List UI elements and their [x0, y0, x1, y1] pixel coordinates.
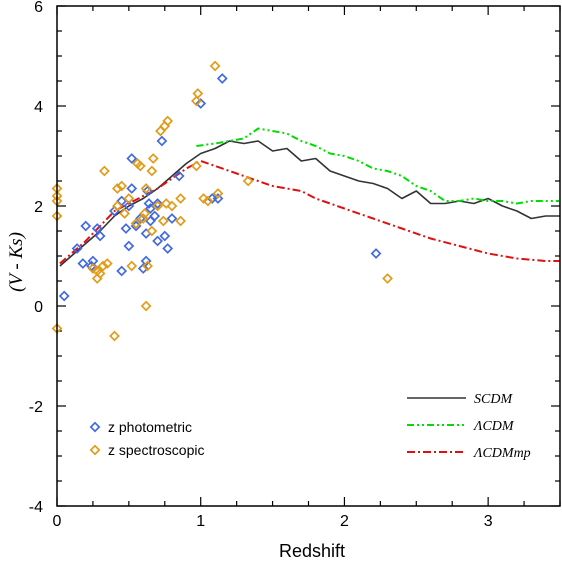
data-point — [198, 193, 209, 204]
legend-label: SCDM — [474, 392, 513, 407]
data-point — [140, 255, 152, 267]
y-axis-label: (V - Ks) — [6, 232, 27, 292]
y-tick-label: 4 — [34, 99, 43, 116]
data-point — [149, 210, 161, 222]
data-point — [123, 193, 135, 204]
data-point — [146, 225, 158, 237]
x-axis-label: Redshift — [279, 541, 345, 561]
data-point — [242, 175, 254, 187]
data-point — [58, 290, 70, 302]
data-point — [101, 258, 113, 269]
data-point — [119, 208, 130, 219]
data-point — [216, 73, 228, 84]
data-point — [382, 273, 393, 284]
data-point — [145, 203, 156, 214]
data-point — [191, 160, 202, 172]
y-tick-label: -2 — [29, 399, 43, 416]
x-tick-label: 1 — [196, 513, 205, 530]
data-point — [156, 135, 168, 147]
data-point — [91, 223, 103, 234]
data-point — [97, 260, 109, 272]
legend-label: z photometric — [108, 419, 192, 435]
legend-lines: SCDM ΛCDM ΛCDMmp — [407, 392, 531, 461]
data-point — [209, 60, 221, 72]
data-point — [94, 268, 106, 279]
axis-ticks — [56, 5, 561, 507]
data-point — [175, 193, 186, 204]
y-tick-label: 2 — [34, 199, 43, 216]
series-points — [51, 60, 393, 342]
data-point — [99, 165, 110, 177]
x-tick-label: 3 — [484, 513, 493, 530]
data-point — [87, 263, 99, 274]
data-point — [116, 180, 128, 192]
data-point — [71, 243, 83, 254]
data-point — [191, 95, 202, 107]
data-point — [162, 115, 174, 127]
data-point — [202, 195, 214, 207]
data-point — [134, 160, 146, 172]
data-point — [142, 260, 153, 272]
legend-label: z spectroscopic — [108, 442, 204, 458]
legend-marker — [89, 444, 101, 456]
data-point — [146, 165, 158, 177]
data-point — [126, 153, 138, 164]
data-point — [166, 200, 178, 212]
data-point — [77, 258, 89, 269]
data-point — [166, 213, 178, 224]
legend-label: ΛCDM — [472, 419, 515, 434]
plot-frame — [56, 5, 561, 507]
data-point — [370, 248, 382, 259]
x-tick-label: 0 — [53, 513, 62, 530]
data-point — [195, 98, 207, 109]
data-point — [126, 260, 138, 272]
data-point — [116, 265, 128, 277]
data-point — [162, 243, 174, 254]
data-point — [175, 215, 186, 227]
legend-marker — [89, 421, 101, 433]
series-line — [196, 127, 560, 205]
data-point — [143, 198, 155, 209]
x-tick-label: 2 — [340, 513, 349, 530]
data-point — [111, 200, 123, 212]
y-tick-label: 0 — [34, 299, 43, 316]
data-point — [130, 218, 142, 229]
data-point — [157, 215, 169, 227]
legend-points: z photometric z spectroscopic — [89, 419, 204, 458]
data-point — [159, 230, 171, 242]
y-tick-label: -4 — [29, 499, 43, 516]
data-point — [120, 223, 132, 234]
data-point — [160, 198, 172, 209]
data-point — [109, 330, 120, 342]
y-tick-label: 6 — [34, 0, 43, 16]
data-point — [192, 88, 204, 99]
data-point — [111, 183, 123, 194]
tick-labels: 0 1 2 3 -4 -2 0 2 4 6 — [29, 0, 493, 530]
data-point — [173, 170, 185, 182]
data-point — [80, 220, 92, 232]
data-point — [140, 300, 152, 312]
data-point — [139, 208, 151, 219]
data-point — [140, 183, 152, 194]
legend-label: ΛCDMmp — [472, 446, 531, 461]
data-point — [152, 198, 164, 209]
series-line — [59, 140, 560, 267]
data-point — [137, 263, 149, 274]
data-point — [123, 200, 135, 212]
data-point — [126, 183, 138, 194]
data-point — [212, 193, 224, 204]
data-point — [152, 200, 164, 212]
data-point — [94, 230, 106, 242]
data-point — [152, 235, 164, 247]
data-point — [123, 240, 135, 252]
data-point — [147, 153, 159, 164]
data-point — [212, 188, 224, 199]
